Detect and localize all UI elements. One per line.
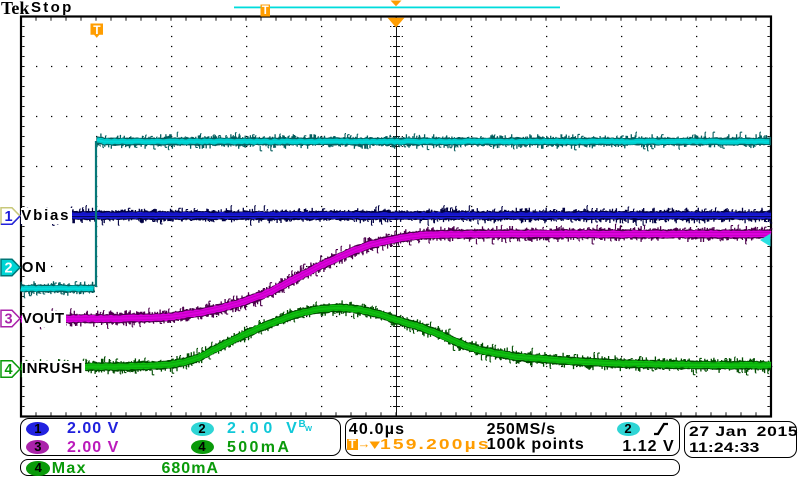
svg-text:3: 3: [4, 312, 12, 328]
svg-text:1: 1: [4, 209, 12, 225]
svg-text:4: 4: [4, 362, 12, 378]
svg-text:T: T: [93, 23, 101, 37]
svg-text:2: 2: [4, 261, 12, 277]
svg-text:T: T: [262, 5, 269, 17]
